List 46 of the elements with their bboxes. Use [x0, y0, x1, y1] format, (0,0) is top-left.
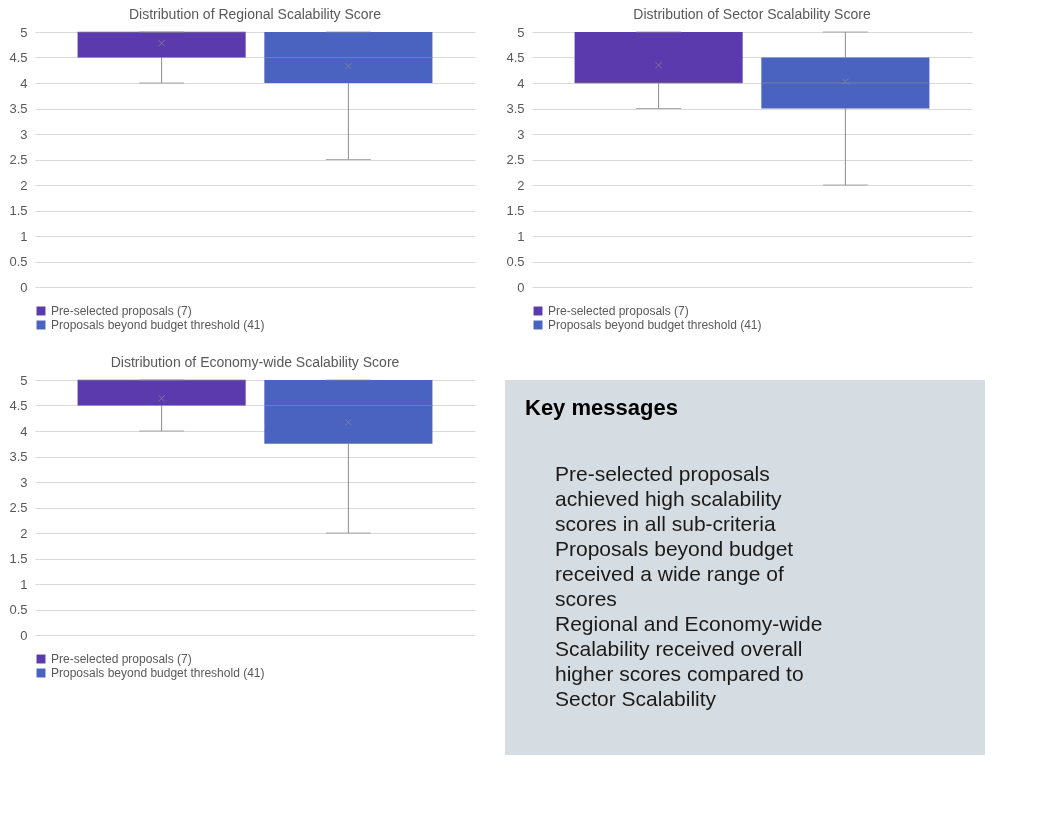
text: Key messages	[525, 395, 678, 420]
y-tick-label: 0	[20, 279, 28, 295]
y-tick-label: 1	[20, 576, 28, 592]
y-tick-label: 0.5	[506, 254, 525, 269]
y-tick-label: 0.5	[9, 602, 28, 617]
y-tick-label: 4.5	[506, 50, 525, 65]
y-tick-label: 3	[20, 126, 28, 142]
y-tick-label: 2.5	[506, 152, 525, 167]
text: Pre-selected proposals achieved high scalability scores in all sub-criteria	[555, 462, 782, 535]
legend-label: Pre-selected proposals (7)	[548, 304, 689, 318]
y-tick-label: 2	[20, 177, 28, 193]
y-tick-label: 4	[517, 75, 525, 91]
legend-label: Pre-selected proposals (7)	[51, 652, 192, 666]
legend-label: Proposals beyond budget threshold (41)	[51, 666, 265, 680]
chart-title: Distribution of Economy-wide Scalability Score	[110, 354, 400, 370]
text: Proposals beyond budget received a wide range of scores	[555, 537, 794, 610]
y-tick-label: 1	[20, 228, 28, 244]
y-tick-label: 1.5	[506, 203, 525, 218]
chart-title: Distribution of Regional Scalability Score	[128, 6, 382, 22]
y-tick-label: 3	[20, 474, 28, 490]
y-tick-label: 0.5	[9, 254, 28, 269]
y-tick-label: 1	[517, 228, 525, 244]
y-tick-label: 2	[517, 177, 525, 193]
legend-label: Proposals beyond budget threshold (41)	[548, 318, 762, 332]
legend-label: Pre-selected proposals (7)	[51, 304, 192, 318]
y-tick-label: 1.5	[9, 203, 28, 218]
y-tick-label: 5	[20, 372, 28, 388]
y-tick-label: 0	[20, 627, 28, 643]
y-tick-label: 3	[517, 126, 525, 142]
y-tick-label: 4	[20, 75, 28, 91]
chart-title: Distribution of Sector Scalability Score	[633, 6, 871, 22]
y-tick-label: 3.5	[9, 449, 28, 464]
y-tick-label: 4.5	[9, 50, 28, 65]
y-tick-label: 5	[517, 24, 525, 40]
y-tick-label: 2	[20, 525, 28, 541]
y-tick-label: 5	[20, 24, 28, 40]
text: Regional and Economy-wide Scalability received overall higher scores compared to Sector Scalability	[555, 612, 823, 710]
y-tick-label: 4.5	[9, 398, 28, 413]
y-tick-label: 2.5	[9, 152, 28, 167]
y-tick-label: 3.5	[9, 101, 28, 116]
y-tick-label: 0	[517, 279, 525, 295]
y-tick-label: 3.5	[506, 101, 525, 116]
y-tick-label: 1.5	[9, 551, 28, 566]
y-tick-label: 4	[20, 423, 28, 439]
y-tick-label: 2.5	[9, 500, 28, 515]
legend-label: Proposals beyond budget threshold (41)	[51, 318, 265, 332]
